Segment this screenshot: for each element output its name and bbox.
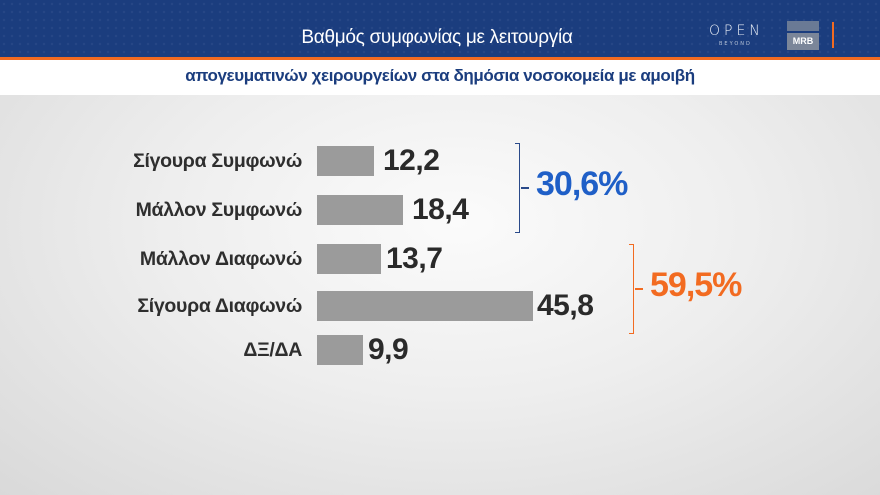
bar-label: Σίγουρα Διαφωνώ xyxy=(137,295,302,317)
open-logo: OPEN xyxy=(709,23,764,39)
bar-label: ΔΞ/ΔΑ xyxy=(243,339,302,361)
bar-row: Μάλλον Συμφωνώ 18,4 xyxy=(0,194,880,226)
bar xyxy=(317,195,403,225)
open-beyond-logo: BEYOND xyxy=(719,41,752,47)
disagree-bracket xyxy=(629,244,634,334)
mrb-logo-top xyxy=(787,21,819,31)
orange-divider xyxy=(0,57,880,60)
bar-row: Σίγουρα Διαφωνώ 45,8 xyxy=(0,290,880,322)
bar-value: 18,4 xyxy=(412,193,469,226)
disagree-total: 59,5% xyxy=(650,266,742,304)
bar-row: Μάλλον Διαφωνώ 13,7 xyxy=(0,243,880,275)
agree-total: 30,6% xyxy=(536,165,628,203)
bar xyxy=(317,146,374,176)
bar-value: 12,2 xyxy=(383,144,440,177)
chart-subtitle: απογευματινών χειρουργείων στα δημόσια ν… xyxy=(185,66,695,85)
logo-separator xyxy=(832,22,834,48)
chart-title: Βαθμός συμφωνίας με λειτουργία xyxy=(0,27,880,49)
bar xyxy=(317,291,533,321)
bar-value: 13,7 xyxy=(386,242,443,275)
bar-row: Σίγουρα Συμφωνώ 12,2 xyxy=(0,145,880,177)
bar-label: Μάλλον Διαφωνώ xyxy=(139,248,302,270)
bar-row: ΔΞ/ΔΑ 9,9 xyxy=(0,334,880,366)
bar xyxy=(317,335,363,365)
agree-bracket xyxy=(515,143,520,233)
agree-bracket-tick xyxy=(521,187,529,189)
disagree-bracket-tick xyxy=(635,288,643,290)
bar-label: Μάλλον Συμφωνώ xyxy=(135,199,303,221)
bar xyxy=(317,244,381,274)
mrb-logo: MRB xyxy=(787,21,819,51)
chart-title-text: Βαθμός συμφωνίας με λειτουργία xyxy=(301,27,573,48)
header-pattern xyxy=(0,0,880,57)
bar-value: 9,9 xyxy=(368,333,409,366)
subtitle-bar xyxy=(0,60,880,95)
mrb-logo-text: MRB xyxy=(787,33,819,50)
bar-value: 45,8 xyxy=(537,289,594,322)
bar-label: Σίγουρα Συμφωνώ xyxy=(133,150,302,172)
header-banner xyxy=(0,0,880,57)
